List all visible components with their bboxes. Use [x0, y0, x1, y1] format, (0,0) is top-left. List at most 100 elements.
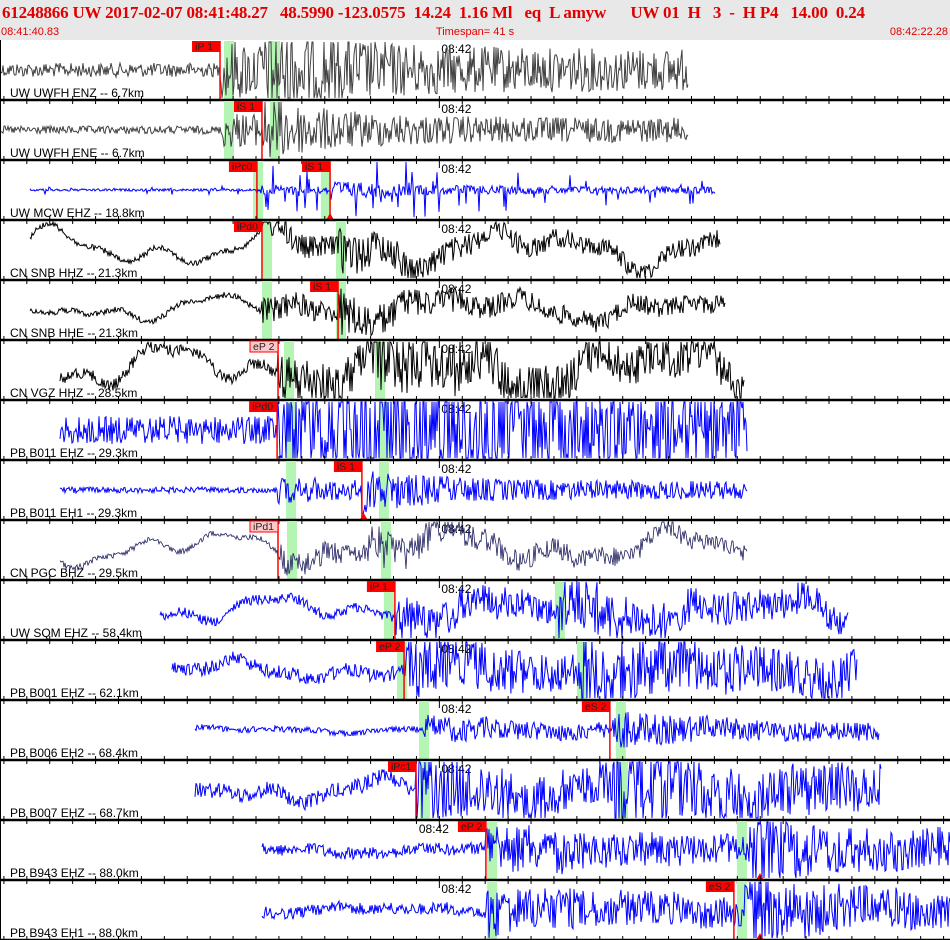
channel-label: PB B011 EHZ -- 29.3km	[10, 446, 138, 460]
trace-row[interactable]: 08:42 eS 2 PB B943 EH1 -- 88.0km	[0, 881, 950, 940]
event-header: 61248866 UW 2017-02-07 08:41:48.27 48.59…	[0, 0, 950, 40]
pick-flag[interactable]	[249, 401, 278, 412]
channel-label: PB B007 EHZ -- 68.7km	[10, 806, 139, 820]
trace-row[interactable]: 08:42 eS 2 PB B006 EH2 -- 68.4km	[0, 701, 950, 768]
pick-flag[interactable]	[233, 221, 262, 232]
waveform	[261, 820, 950, 879]
pick-label: iS 1	[337, 461, 355, 473]
end-time-label: 08:42:22.28	[889, 26, 948, 38]
start-time-label: 08:41:40.83	[1, 26, 60, 38]
predicted-window	[286, 461, 297, 520]
seismogram-panel[interactable]: 08:42 iP 1 UW UWFH ENZ -- 6.7km 08:42 iS 1 UW…	[0, 40, 950, 940]
trace-row[interactable]: 08:42 iPd0 PB B011 EHZ -- 29.3km	[0, 400, 950, 468]
pick-flag[interactable]	[228, 161, 257, 172]
predicted-window	[270, 101, 281, 160]
minute-label: 08:42	[441, 702, 471, 716]
predicted-window	[286, 401, 297, 460]
minute-label: 08:42	[441, 162, 471, 176]
waveform	[59, 340, 745, 400]
predicted-window	[320, 161, 331, 220]
pick-flag[interactable]	[581, 701, 610, 712]
waveform	[59, 520, 748, 576]
pick-flag[interactable]	[302, 161, 331, 172]
minute-label: 08:42	[441, 582, 471, 596]
pick-flag[interactable]	[233, 101, 262, 112]
pick-label: iS 1	[313, 281, 331, 293]
pick-label: iPc1	[391, 761, 412, 773]
pick-label: iS 1	[237, 101, 255, 113]
minute-label: 08:42	[441, 282, 471, 296]
pick-label: iS 1	[305, 161, 323, 173]
minute-label: 08:42	[419, 822, 449, 836]
pick-flag[interactable]	[705, 881, 734, 892]
channel-label: CN PGC BHZ -- 29.5km	[10, 566, 138, 580]
predicted-window	[383, 581, 394, 640]
timespan-label: Timespan= 41 s	[435, 26, 515, 38]
pick-label: eP 2	[253, 341, 275, 353]
pick-flag[interactable]	[192, 41, 221, 52]
predicted-window	[419, 761, 430, 820]
waveform	[59, 471, 748, 515]
pick-flag[interactable]	[249, 340, 279, 353]
pick-label: iPc0	[232, 161, 253, 173]
minute-label: 08:42	[441, 882, 471, 896]
predicted-window	[375, 341, 385, 400]
predicted-window	[419, 701, 430, 760]
predicted-window	[617, 761, 628, 820]
channel-label: UW SQM EHZ -- 58.4km	[10, 626, 142, 640]
waveform	[29, 161, 716, 218]
channel-label: PB B001 EHZ -- 62.1km	[10, 686, 139, 700]
trace-row[interactable]: 08:42 eP 2 PB B943 EHZ -- 88.0km	[0, 820, 950, 888]
trace-row[interactable]: 08:42 iS 1 CN SNB HHE -- 21.3km	[0, 281, 950, 348]
event-summary: 61248866 UW 2017-02-07 08:41:48.27 48.59…	[2, 3, 865, 22]
trace-row[interactable]: 08:42 iPd0 CN SNB HHZ -- 21.3km	[0, 220, 950, 288]
amplitude-marker-icon	[326, 213, 335, 220]
channel-label: PB B943 EH1 -- 88.0km	[10, 926, 138, 940]
waveform	[194, 761, 882, 820]
waveform	[171, 641, 858, 700]
waveform	[194, 712, 880, 748]
channel-label: UW UWFH ENZ -- 6.7km	[10, 86, 144, 100]
trace-row[interactable]: 08:42 iS 1 PB B011 EH1 -- 29.3km	[0, 461, 950, 528]
predicted-window	[223, 41, 234, 100]
minute-label: 08:42	[441, 222, 471, 236]
pick-flag[interactable]	[333, 461, 362, 472]
pick-label: eS 2	[709, 881, 731, 893]
minute-label: 08:42	[441, 342, 471, 356]
pick-flag[interactable]	[249, 520, 279, 533]
minute-label: 08:42	[441, 402, 471, 416]
minute-label: 08:42	[441, 102, 471, 116]
waveform	[159, 581, 849, 639]
pick-label: iP 1	[195, 41, 213, 53]
predicted-window	[286, 521, 297, 580]
pick-label: iPd1	[253, 521, 274, 533]
channel-label: CN SNB HHZ -- 21.3km	[10, 266, 137, 280]
trace-row[interactable]: 08:42 iPc0 iS 1 UW MCW EHZ -- 18.8km	[0, 161, 950, 228]
waveform	[0, 41, 689, 100]
predicted-window	[576, 641, 587, 700]
channel-label: PB B943 EHZ -- 88.0km	[10, 866, 139, 880]
channel-label: PB B011 EH1 -- 29.3km	[10, 506, 137, 520]
trace-row[interactable]: 08:42 iS 1 UW UWFH ENE -- 6.7km	[0, 101, 950, 168]
waveform	[29, 220, 721, 279]
amplitude-marker-icon	[359, 513, 368, 520]
pick-label: iPd0	[252, 401, 273, 413]
pick-flag[interactable]	[376, 641, 405, 652]
pick-flag[interactable]	[310, 281, 339, 292]
trace-row[interactable]: 08:42 iP 1 UW SQM EHZ -- 58.4km	[0, 581, 950, 648]
pick-label: eP 2	[461, 821, 483, 833]
channel-label: CN VGZ HHZ -- 28.5km	[10, 386, 137, 400]
pick-flag[interactable]	[457, 821, 486, 832]
pick-flag[interactable]	[366, 581, 395, 592]
predicted-window	[380, 521, 391, 580]
trace-row[interactable]: 08:42 eP 2 CN VGZ HHZ -- 28.5km	[0, 340, 950, 408]
pick-flag[interactable]	[387, 761, 416, 772]
pick-label: eP 2	[379, 641, 401, 653]
pick-label: eS 2	[585, 701, 607, 713]
waveform	[0, 101, 689, 158]
predicted-window	[615, 701, 626, 760]
